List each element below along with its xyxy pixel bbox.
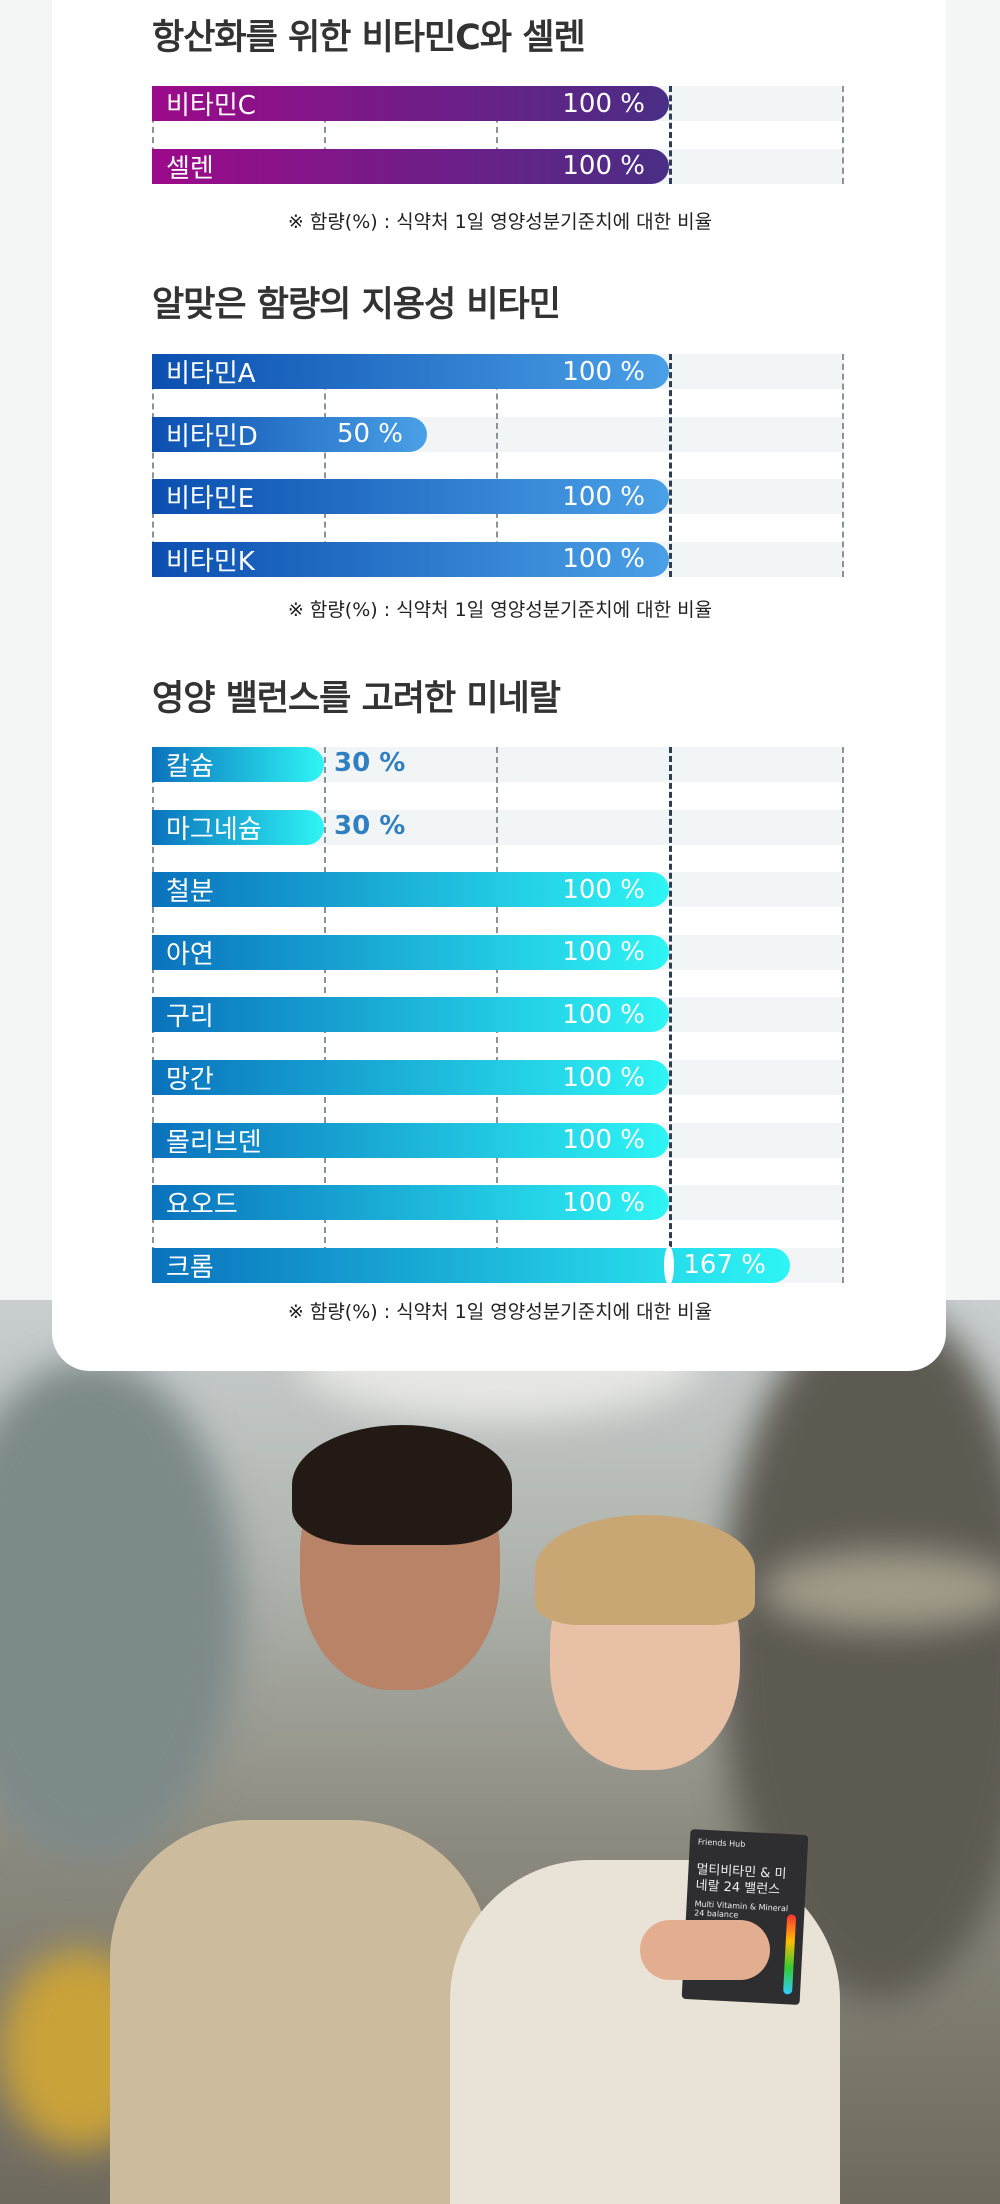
bar-value: 167 % — [683, 1250, 766, 1281]
bar: 비타민E 100 % — [152, 479, 669, 515]
lifestyle-photo: Friends Hub 멀티비타민 & 미네랄 24 밸런스 Multi Vit… — [0, 1300, 1000, 2204]
gridline — [669, 86, 672, 184]
bar-label: 비타민C — [166, 91, 256, 121]
bar: 망간 100 % — [152, 1060, 669, 1095]
section-title: 영양 밸런스를 고려한 미네랄 — [152, 679, 561, 719]
footnote: ※ 함량(%) : 식약처 1일 영양성분기준치에 대한 비율 — [287, 211, 713, 233]
bar-value: 100 % — [562, 1187, 645, 1218]
gridline — [842, 86, 844, 184]
bar-label: 비타민D — [166, 421, 258, 452]
bar: 칼슘 — [152, 747, 324, 782]
gridline — [842, 354, 844, 577]
bar-value: 100 % — [562, 481, 645, 512]
bar-label: 구리 — [166, 1002, 214, 1033]
bar-label: 아연 — [166, 939, 214, 970]
bar: 비타민K 100 % — [152, 541, 669, 577]
gridline — [496, 86, 498, 184]
bar: 몰리브덴 100 % — [152, 1122, 669, 1158]
bar-value: 30 % — [334, 810, 406, 841]
bar-label: 요오드 — [166, 1190, 238, 1221]
gridline — [669, 747, 672, 1283]
bar-value: 100 % — [562, 874, 645, 905]
bar-label: 몰리브덴 — [166, 1127, 262, 1158]
bar-value: 50 % — [336, 419, 403, 450]
bar-value: 100 % — [562, 1062, 645, 1093]
bar-label: 마그네슘 — [166, 814, 262, 845]
bar-value: 100 % — [562, 151, 645, 182]
man-figure — [110, 1820, 490, 2204]
bar-label: 비타민E — [166, 484, 255, 515]
axis-break — [664, 1245, 674, 1285]
bar: 비타민D 50 % — [152, 416, 427, 452]
bar-label: 비타민K — [166, 546, 255, 577]
bar: 비타민A 100 % — [152, 354, 669, 389]
footnote: ※ 함량(%) : 식약처 1일 영양성분기준치에 대한 비율 — [287, 1301, 713, 1323]
bar-value: 100 % — [562, 999, 645, 1030]
bar: 요오드 100 % — [152, 1185, 669, 1221]
gridline — [152, 86, 154, 184]
footnote: ※ 함량(%) : 식약처 1일 영양성분기준치에 대한 비율 — [287, 599, 713, 621]
section-title: 항산화를 위한 비타민C와 셀렌 — [152, 18, 586, 58]
bar: 비타민C 100 % — [152, 86, 669, 121]
section-title: 알맞은 함량의 지용성 비타민 — [152, 285, 561, 325]
bar-chart: 칼슘 30 % 마그네슘 30 % 철분 100 % 아연 100 % 구리 100 % 망간 100… — [152, 747, 844, 1285]
bar-label: 철분 — [166, 877, 214, 908]
bar-label: 망간 — [166, 1065, 214, 1095]
bar-label: 셀렌 — [166, 153, 214, 184]
bar-value: 100 % — [562, 356, 645, 387]
product-name: 멀티비타민 & 미네랄 24 밸런스 — [695, 1862, 787, 1898]
bar-value: 100 % — [562, 1125, 645, 1156]
bar-value: 100 % — [562, 937, 645, 968]
bar: 철분 100 % — [152, 872, 669, 908]
bar: 아연 100 % — [152, 934, 669, 970]
bar-chart: 비타민A 100 % 비타민D 50 % 비타민E 100 % 비타민K 100 % — [152, 354, 844, 577]
hand — [640, 1920, 770, 1980]
bar-label: 크롬 — [166, 1252, 214, 1283]
product-brand: Friends Hub — [697, 1837, 746, 1849]
gridline — [324, 354, 326, 577]
bar: 크롬 167 % — [152, 1245, 790, 1285]
bar-label: 칼슘 — [166, 752, 214, 782]
gridline — [324, 86, 326, 184]
bar-label: 비타민A — [166, 359, 256, 389]
bar: 구리 100 % — [152, 997, 669, 1033]
gridline — [152, 354, 154, 577]
bar-value: 100 % — [562, 544, 645, 575]
bar: 마그네슘 — [152, 809, 324, 845]
bar-chart: 비타민C 100 % 셀렌 100 % — [152, 86, 844, 184]
gridline — [496, 354, 498, 577]
bar: 셀렌 100 % — [152, 148, 669, 184]
bar-value: 100 % — [562, 88, 645, 119]
gridline — [669, 354, 672, 577]
gridline — [842, 747, 844, 1283]
bar-value: 30 % — [334, 748, 406, 778]
